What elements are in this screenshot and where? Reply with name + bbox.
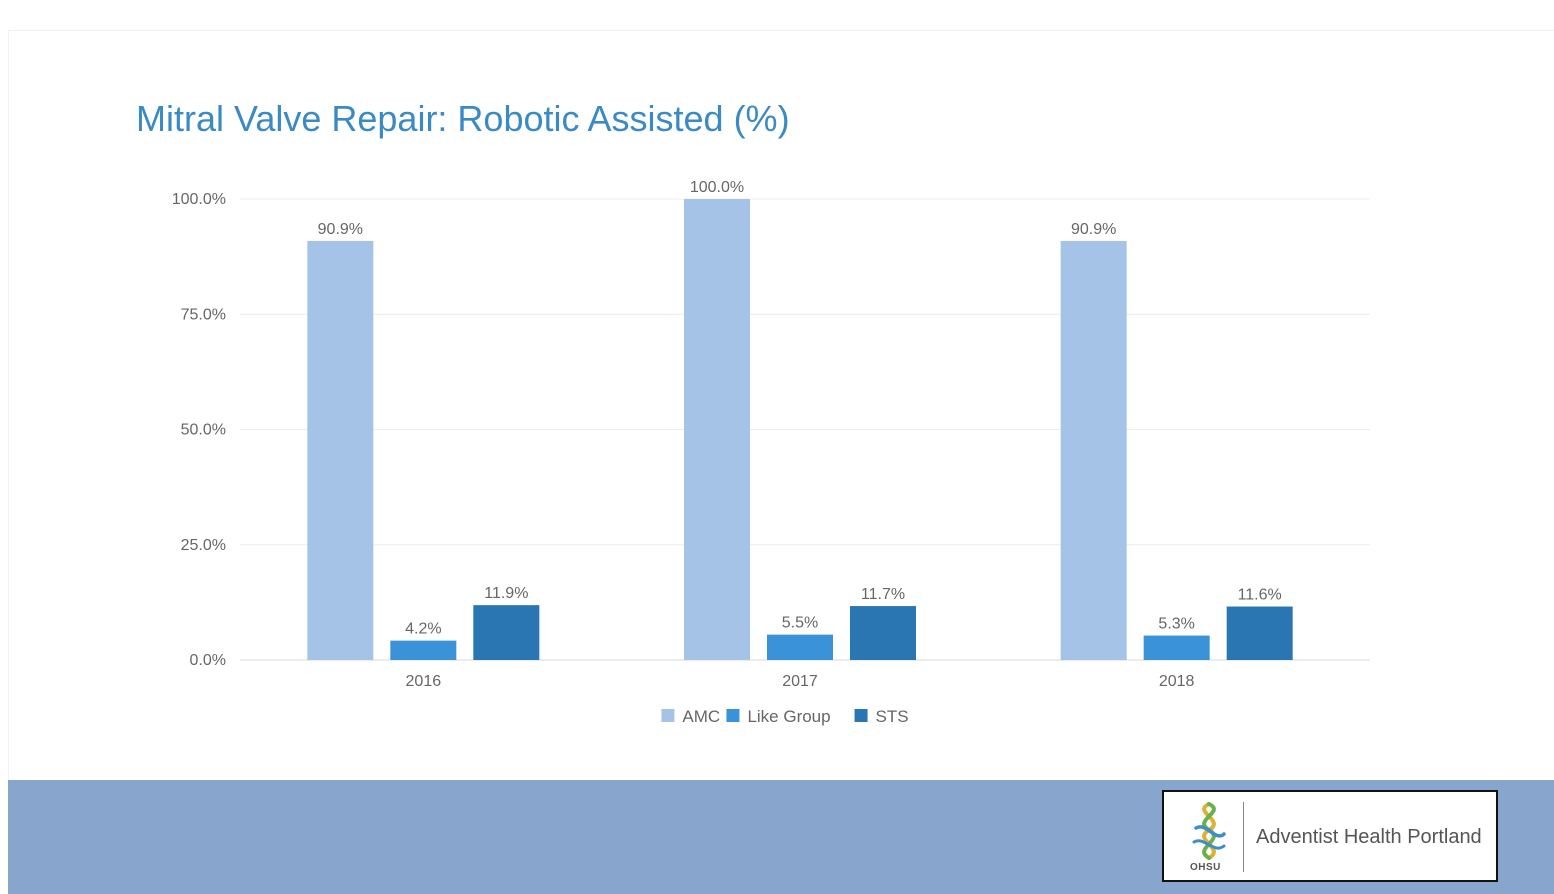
data-label: 100.0% (690, 179, 744, 196)
y-tick-label: 50.0% (181, 422, 226, 439)
chart-title: Mitral Valve Repair: Robotic Assisted (%… (136, 98, 790, 139)
partner-logo: OHSU Adventist Health Portland (1162, 790, 1498, 882)
bar (767, 634, 833, 660)
bar (390, 640, 457, 660)
data-label: 90.9% (318, 221, 363, 238)
bar (1060, 240, 1127, 661)
y-tick-label: 25.0% (181, 537, 226, 554)
y-tick-label: 100.0% (172, 191, 226, 208)
data-label: 11.7% (861, 586, 905, 603)
ohsu-wordmark: OHSU (1190, 862, 1221, 873)
y-tick-label: 75.0% (181, 306, 226, 323)
bar (307, 240, 374, 661)
legend-label: AMC (682, 707, 720, 726)
bar (850, 606, 916, 660)
data-label: 11.9% (484, 585, 528, 602)
x-tick-label: 2018 (1159, 673, 1195, 690)
bar (684, 199, 750, 660)
logo-divider (1243, 802, 1244, 872)
legend-swatch (726, 709, 740, 722)
bar (1143, 635, 1210, 660)
organization-name: Adventist Health Portland (1256, 826, 1482, 848)
x-tick-label: 2017 (782, 673, 818, 690)
bar-chart: 0.0% 25.0% 50.0% 75.0% 100.0% 90.9% 4.2% 11.9% 2… (172, 179, 1370, 726)
legend-swatch (854, 709, 868, 722)
data-label: 5.5% (782, 615, 818, 632)
data-label: 90.9% (1071, 221, 1116, 238)
legend-swatch (661, 709, 675, 722)
ohsu-logo-icon (1192, 802, 1226, 860)
legend-label: Like Group (747, 707, 830, 726)
x-tick-label: 2016 (406, 673, 442, 690)
data-label: 4.2% (405, 621, 441, 638)
y-tick-label: 0.0% (190, 652, 226, 669)
data-label: 5.3% (1158, 616, 1194, 633)
bar (1226, 606, 1293, 660)
bar (473, 605, 540, 660)
legend-label: STS (876, 707, 909, 726)
data-label: 11.6% (1238, 587, 1282, 604)
